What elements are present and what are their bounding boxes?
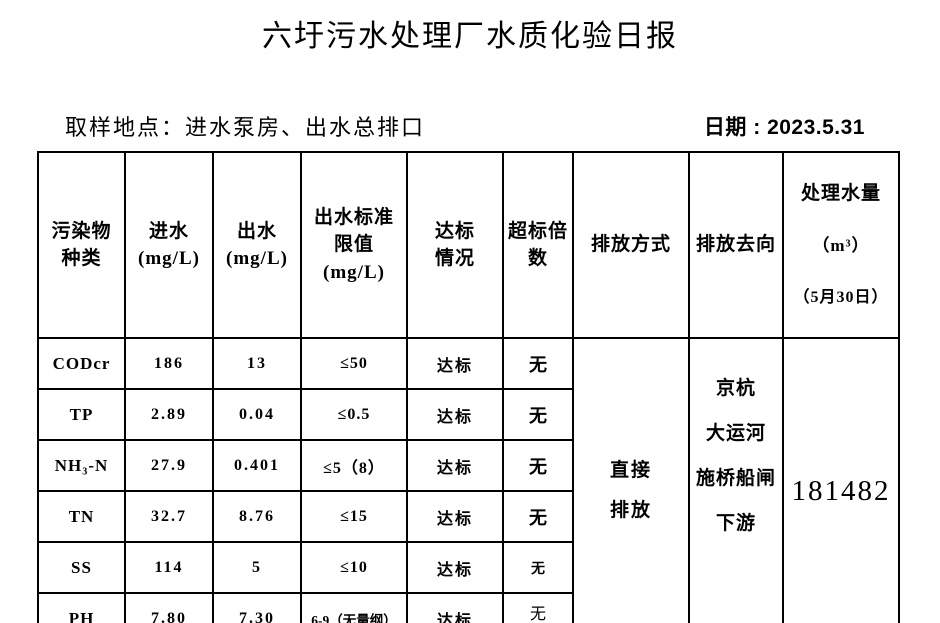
table-row-nh3n: NH₃-N 27.9 0.401 ≤5（8） 达标 无	[37, 439, 899, 493]
cell-inflow: 114	[124, 541, 214, 595]
header-treated-volume: 处理水量 （m³） （5月30日）	[782, 150, 900, 340]
header-inflow: 进水 (mg/L)	[124, 150, 214, 340]
header-discharge-destination: 排放去向	[688, 150, 784, 340]
cell-treated-volume: 181482	[782, 337, 900, 623]
cell-discharge-destination: 京杭 大运河 施桥船闸 下游	[688, 337, 784, 623]
cell-discharge-mode: 直接 排放	[572, 337, 690, 623]
cell-inflow: 2.89	[124, 388, 214, 442]
cell-pollutant: CODcr	[37, 337, 126, 391]
cell-inflow: 27.9	[124, 439, 214, 493]
cell-status: 达标	[406, 592, 504, 623]
sampling-location-label: 取样地点：进水泵房、出水总排口	[65, 115, 426, 140]
cell-pollutant: PH	[37, 592, 126, 623]
cell-exceed: 无	[502, 592, 574, 623]
table-header-row: 污染物 种类 进水 (mg/L) 出水 (mg/L) 出水标准 限值 (mg/L…	[37, 150, 900, 340]
header-outflow: 出水 (mg/L)	[212, 150, 302, 340]
header-discharge-mode: 排放方式	[572, 150, 690, 340]
cell-inflow: 186	[124, 337, 214, 391]
water-quality-table: 污染物 种类 进水 (mg/L) 出水 (mg/L) 出水标准 限值 (mg/L…	[37, 150, 900, 623]
cell-limit: ≤5（8）	[300, 439, 408, 493]
cell-pollutant: TN	[37, 490, 126, 544]
header-outflow-limit: 出水标准 限值 (mg/L)	[300, 150, 408, 340]
cell-pollutant: TP	[37, 388, 126, 442]
header-treated-volume-title: 处理水量	[800, 182, 881, 204]
table-row-codcr: CODcr 186 13 ≤50 达标 无 直接 排放 京杭 大运河 施桥船闸 …	[37, 337, 900, 623]
cell-status: 达标	[406, 541, 504, 595]
cell-inflow: 7.80	[124, 592, 214, 623]
cell-pollutant: SS	[37, 541, 126, 595]
header-compliance-status: 达标 情况	[406, 150, 504, 340]
header-exceed-multiple: 超标倍 数	[502, 150, 574, 340]
header-pollutant-type: 污染物 种类	[37, 150, 126, 340]
cell-exceed: 无	[502, 541, 574, 595]
cell-exceed: 无	[502, 490, 574, 544]
cell-exceed: 无	[502, 439, 574, 493]
table-row-tp: TP 2.89 0.04 ≤0.5 达标 无	[37, 388, 899, 442]
report-date-label: 日期 : 2023.5.31	[703, 116, 865, 139]
cell-status: 达标	[406, 490, 504, 544]
table-row-tn: TN 32.7 8.76 ≤15 达标 无	[37, 490, 899, 544]
header-treated-volume-date: （5月30日）	[793, 288, 889, 306]
table-row-ph: PH 7.80 7.30 6-9（无量纲） 达标 无	[37, 592, 899, 623]
cell-outflow: 5	[212, 541, 302, 595]
cell-status: 达标	[406, 439, 504, 493]
cell-outflow: 0.04	[212, 388, 302, 442]
cell-outflow: 8.76	[212, 490, 302, 544]
cell-pollutant: NH₃-N	[37, 439, 126, 493]
cell-exceed: 无	[502, 388, 574, 442]
cell-outflow: 7.30	[212, 592, 302, 623]
cell-limit: ≤15	[300, 490, 408, 544]
cell-inflow: 32.7	[124, 490, 214, 544]
table-row-ss: SS 114 5 ≤10 达标 无	[37, 541, 899, 595]
meta-row: 取样地点：进水泵房、出水总排口 日期 : 2023.5.31	[0, 110, 940, 140]
cell-limit: ≤0.5	[300, 388, 408, 442]
cell-limit: 6-9（无量纲）	[300, 592, 408, 623]
cell-outflow: 0.401	[212, 439, 302, 493]
cell-status: 达标	[406, 337, 504, 391]
header-treated-volume-unit: （m³）	[812, 236, 870, 256]
report-page: 六圩污水处理厂水质化验日报 取样地点：进水泵房、出水总排口 日期 : 2023.…	[0, 20, 940, 623]
cell-exceed: 无	[502, 337, 574, 391]
cell-limit: ≤10	[300, 541, 408, 595]
cell-outflow: 13	[212, 337, 302, 391]
cell-status: 达标	[406, 388, 504, 442]
cell-limit: ≤50	[300, 337, 408, 391]
page-title: 六圩污水处理厂水质化验日报	[262, 20, 678, 53]
